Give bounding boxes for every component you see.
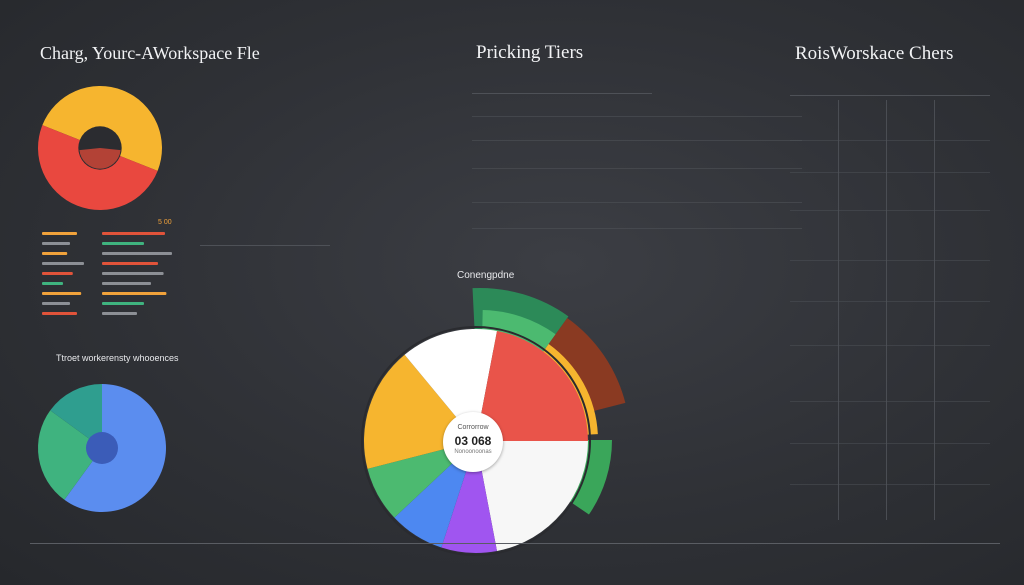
mini-bar xyxy=(42,272,73,275)
mini-bar xyxy=(42,252,68,255)
pie-slice-purple xyxy=(441,441,497,553)
mini-bar xyxy=(102,272,164,275)
row-divider xyxy=(472,140,802,141)
ring-segment xyxy=(533,317,626,418)
row-divider xyxy=(472,202,802,203)
mini-bar xyxy=(42,262,84,265)
mini-bar xyxy=(102,252,172,255)
center-pie-label: Conengpdne xyxy=(457,270,515,281)
donut-hole xyxy=(86,432,118,464)
mini-bar xyxy=(42,292,82,295)
left-panel-title: Charg, Yourc-AWorkspace Fle xyxy=(40,43,260,63)
right-row-divider xyxy=(790,443,990,444)
row-divider xyxy=(472,228,802,229)
top-left-donut-chart xyxy=(38,86,162,210)
mini-bar xyxy=(42,302,70,305)
mini-bar xyxy=(102,232,165,235)
bottom-divider xyxy=(30,543,1000,544)
donut-inner-shade xyxy=(79,148,121,169)
right-row-divider xyxy=(790,401,990,402)
center-badge-value: 03 068 xyxy=(454,434,492,448)
col-divider xyxy=(838,100,839,520)
row-divider xyxy=(472,116,802,117)
mini-bar xyxy=(102,282,151,285)
pie-slice-white xyxy=(476,441,588,552)
col-divider xyxy=(886,100,887,520)
right-panel-title: RoisWorskace Chers xyxy=(795,43,954,64)
right-row-divider xyxy=(790,484,990,485)
right-row-divider xyxy=(790,301,990,302)
center-badge-sub: Nonoonoonas xyxy=(454,449,492,455)
right-row-divider xyxy=(790,260,990,261)
mini-bar-chart xyxy=(42,232,172,315)
right-row-divider xyxy=(790,210,990,211)
col-divider xyxy=(934,100,935,520)
mini-bar xyxy=(102,312,137,315)
right-row-divider xyxy=(790,172,990,173)
pie-slice-teal xyxy=(50,384,102,448)
mini-bar xyxy=(42,232,77,235)
mini-bar xyxy=(102,292,167,295)
pie-outline xyxy=(361,326,591,556)
mini-bar xyxy=(102,302,144,305)
pie-slice-green xyxy=(37,410,102,500)
right-row-divider xyxy=(790,345,990,346)
mini-bar xyxy=(102,262,158,265)
divider xyxy=(200,245,330,246)
center-pie-badge: Corrorrow 03 068 Nonoonoonas xyxy=(443,412,503,472)
right-row-divider xyxy=(790,140,990,141)
mid-value-label: 5 00 xyxy=(158,219,172,226)
middle-panel-title: Pricking Tiers xyxy=(476,42,584,63)
mini-bar xyxy=(102,242,144,245)
right-header-divider xyxy=(790,95,990,96)
section-label: Ttroet workerensty whooences xyxy=(56,353,179,363)
mini-bar xyxy=(42,312,77,315)
bottom-left-donut-chart xyxy=(37,384,167,512)
mini-bar xyxy=(42,282,63,285)
center-badge-title: Corrorrow xyxy=(457,424,489,431)
mini-bar xyxy=(42,242,70,245)
pie-slice-blue xyxy=(394,441,476,548)
row-divider xyxy=(472,168,802,169)
header-divider xyxy=(472,93,652,94)
pie-slice-red xyxy=(476,330,588,441)
